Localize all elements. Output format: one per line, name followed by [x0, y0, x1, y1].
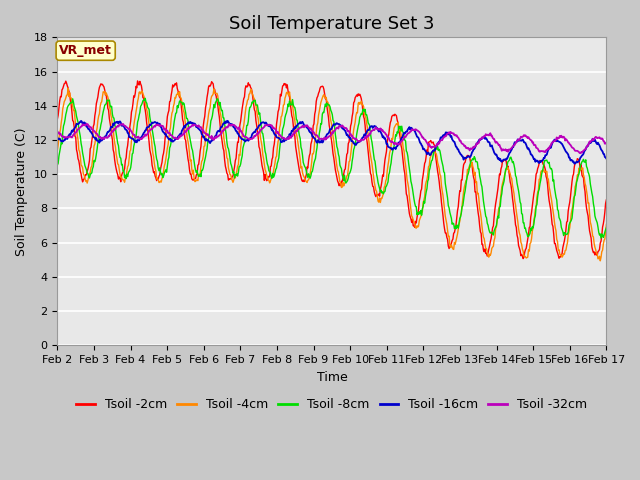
Tsoil -16cm	[54, 135, 61, 141]
Tsoil -32cm	[205, 134, 213, 140]
Tsoil -32cm	[399, 136, 407, 142]
Tsoil -2cm	[134, 78, 141, 84]
Tsoil -32cm	[577, 150, 584, 156]
Tsoil -32cm	[121, 123, 129, 129]
Line: Tsoil -32cm: Tsoil -32cm	[58, 124, 606, 153]
Line: Tsoil -16cm: Tsoil -16cm	[58, 121, 606, 164]
Tsoil -32cm	[602, 141, 610, 146]
Tsoil -4cm	[205, 107, 213, 113]
Tsoil -2cm	[415, 198, 423, 204]
Tsoil -4cm	[54, 147, 61, 153]
Line: Tsoil -2cm: Tsoil -2cm	[58, 81, 606, 259]
Tsoil -32cm	[63, 134, 71, 140]
Tsoil -2cm	[54, 116, 61, 122]
Legend: Tsoil -2cm, Tsoil -4cm, Tsoil -8cm, Tsoil -16cm, Tsoil -32cm: Tsoil -2cm, Tsoil -4cm, Tsoil -8cm, Tsoi…	[72, 393, 593, 416]
Tsoil -4cm	[602, 222, 610, 228]
Tsoil -8cm	[120, 168, 127, 174]
Tsoil -4cm	[177, 95, 184, 100]
Tsoil -8cm	[597, 235, 605, 241]
Tsoil -16cm	[415, 137, 423, 143]
Tsoil -4cm	[596, 258, 604, 264]
Y-axis label: Soil Temperature (C): Soil Temperature (C)	[15, 127, 28, 255]
Tsoil -2cm	[602, 197, 610, 203]
Tsoil -8cm	[602, 225, 610, 230]
Tsoil -16cm	[63, 136, 71, 142]
Tsoil -4cm	[399, 146, 407, 152]
Tsoil -32cm	[54, 129, 61, 134]
Tsoil -2cm	[63, 83, 71, 89]
Tsoil -16cm	[176, 132, 184, 138]
Tsoil -2cm	[205, 83, 213, 88]
Tsoil -8cm	[141, 96, 149, 101]
Tsoil -8cm	[63, 105, 71, 110]
Tsoil -8cm	[177, 98, 184, 104]
Tsoil -16cm	[570, 161, 578, 167]
Tsoil -4cm	[64, 85, 72, 91]
Tsoil -8cm	[399, 130, 407, 135]
Tsoil -4cm	[63, 92, 71, 98]
Tsoil -16cm	[399, 132, 407, 137]
Title: Soil Temperature Set 3: Soil Temperature Set 3	[229, 15, 435, 33]
Tsoil -16cm	[224, 118, 232, 124]
Text: VR_met: VR_met	[60, 44, 112, 57]
Tsoil -32cm	[119, 121, 127, 127]
Tsoil -2cm	[177, 95, 184, 101]
Tsoil -8cm	[54, 162, 61, 168]
Tsoil -4cm	[415, 218, 423, 224]
Line: Tsoil -4cm: Tsoil -4cm	[58, 88, 606, 261]
X-axis label: Time: Time	[317, 371, 348, 384]
Tsoil -32cm	[415, 129, 423, 135]
Tsoil -8cm	[415, 209, 423, 215]
Tsoil -16cm	[120, 123, 127, 129]
Tsoil -16cm	[205, 138, 212, 144]
Tsoil -2cm	[120, 168, 127, 174]
Tsoil -2cm	[519, 256, 527, 262]
Tsoil -8cm	[205, 132, 213, 137]
Line: Tsoil -8cm: Tsoil -8cm	[58, 98, 606, 238]
Tsoil -16cm	[602, 156, 610, 161]
Tsoil -4cm	[121, 180, 129, 185]
Tsoil -2cm	[399, 160, 407, 166]
Tsoil -32cm	[177, 132, 184, 138]
